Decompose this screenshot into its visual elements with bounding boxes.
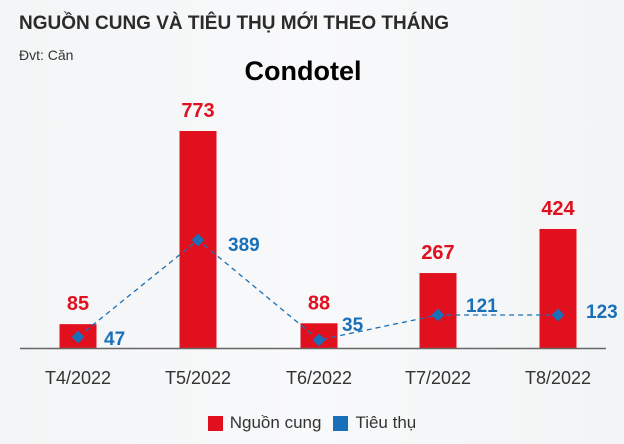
legend-item-consumption[interactable]: Tiêu thụ: [333, 413, 416, 433]
legend-swatch-supply: [207, 415, 223, 431]
x-tick-label: T8/2022: [525, 368, 591, 388]
bar-value-label: 267: [421, 242, 454, 264]
bar-value-label: 88: [308, 292, 330, 314]
chart-subtitle: Condotel: [0, 56, 624, 87]
legend-item-supply[interactable]: Nguồn cung: [207, 413, 322, 433]
x-tick-label: T5/2022: [165, 368, 231, 388]
legend-label-consumption: Tiêu thụ: [355, 413, 417, 432]
bar-value-label: 424: [541, 198, 575, 220]
consumption-marker-diamond[interactable]: [191, 233, 205, 247]
legend-label-supply: Nguồn cung: [229, 413, 322, 432]
consumption-marker-diamond[interactable]: [312, 333, 326, 347]
consumption-line: [77, 239, 558, 341]
legend-swatch-consumption: [333, 415, 349, 431]
line-value-label: 121: [466, 296, 498, 317]
consumption-marker-diamond[interactable]: [431, 308, 445, 322]
chart-title: NGUỒN CUNG VÀ TIÊU THỤ MỚI THEO THÁNG: [19, 13, 449, 34]
line-value-label: 389: [228, 235, 260, 256]
line-value-label: 35: [342, 315, 364, 336]
consumption-marker-diamond[interactable]: [71, 330, 85, 344]
subtitle-text: Condotel: [244, 56, 362, 86]
line-value-label: 123: [586, 302, 618, 323]
bar-value-label: 773: [181, 100, 214, 122]
x-tick-label: T7/2022: [405, 368, 471, 388]
bar-supply-T8/2022[interactable]: [539, 228, 577, 348]
x-tick-label: T4/2022: [45, 368, 111, 388]
x-tick-label: T6/2022: [286, 368, 352, 388]
legend: Nguồn cung Tiêu thụ: [0, 413, 624, 433]
line-value-label: 47: [104, 329, 125, 350]
unit-label: Đvt: Căn: [19, 47, 74, 63]
bar-value-label: 85: [67, 293, 89, 315]
